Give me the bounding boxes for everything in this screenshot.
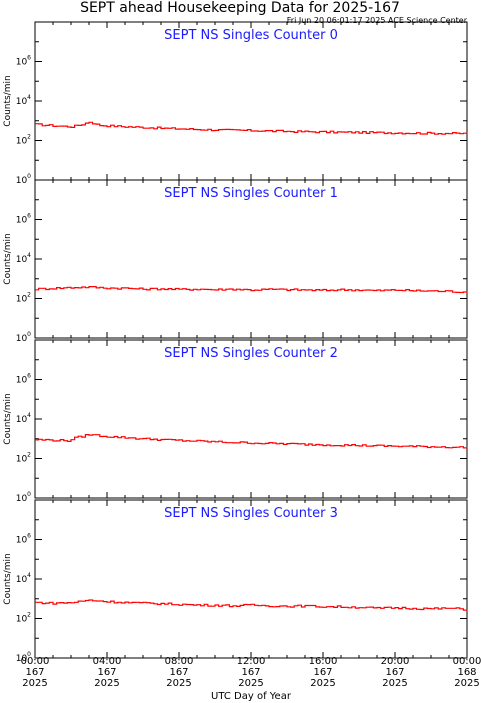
y-tick-label: 102 (16, 452, 31, 465)
y-tick-label: 106 (16, 213, 31, 226)
y-axis-label: Counts/min (3, 75, 13, 126)
series-line (35, 434, 468, 449)
x-tick-label: 2025 (382, 678, 407, 689)
panel-title: SEPT NS Singles Counter 1 (164, 186, 338, 201)
x-tick-label: 08:00 (165, 656, 194, 667)
y-axis-label: Counts/min (3, 233, 13, 284)
chart-title: SEPT ahead Housekeeping Data for 2025-16… (80, 0, 400, 16)
plot-frame (34, 21, 468, 181)
x-tick-label: 167 (169, 667, 188, 678)
plot-frame (34, 339, 468, 499)
y-tick-label: 104 (16, 412, 31, 425)
x-tick-label: 2025 (310, 678, 335, 689)
y-tick-label: 102 (16, 134, 31, 147)
x-tick-label: 16:00 (309, 656, 338, 667)
panel-title: SEPT NS Singles Counter 2 (164, 346, 338, 361)
plot-frame (34, 179, 468, 339)
y-tick-label: 106 (16, 533, 31, 546)
x-tick-label: 2025 (166, 678, 191, 689)
x-tick-label: 167 (25, 667, 44, 678)
y-tick-label: 104 (16, 252, 31, 265)
y-tick-label: 100 (16, 331, 31, 344)
y-axis-label: Counts/min (3, 393, 13, 444)
y-tick-label: 100 (16, 651, 31, 664)
y-tick-label: 106 (16, 55, 31, 68)
x-tick-label: 167 (97, 667, 116, 678)
series-line (35, 286, 468, 294)
x-tick-label: 168 (457, 667, 476, 678)
y-tick-label: 104 (16, 94, 31, 107)
x-tick-label: 04:00 (93, 656, 122, 667)
x-tick-label: 2025 (238, 678, 263, 689)
panel-title: SEPT NS Singles Counter 3 (164, 506, 338, 521)
x-tick-label: 2025 (94, 678, 119, 689)
y-tick-label: 100 (16, 491, 31, 504)
series-line (35, 121, 468, 135)
generation-timestamp: Fri Jun 20 06:01:17 2025 ACE Science Cen… (287, 16, 468, 25)
x-tick-label: 167 (313, 667, 332, 678)
x-tick-label: 12:00 (237, 656, 266, 667)
x-tick-label: 167 (241, 667, 260, 678)
y-axis-label: Counts/min (3, 553, 13, 604)
x-tick-label: 2025 (22, 678, 47, 689)
y-tick-label: 104 (16, 572, 31, 585)
x-tick-label: 00:00 (453, 656, 481, 667)
x-tick-label: 00:00 (21, 656, 50, 667)
plot-frame (34, 499, 468, 659)
x-tick-label: 20:00 (381, 656, 410, 667)
y-tick-label: 102 (16, 612, 31, 625)
y-tick-label: 106 (16, 373, 31, 386)
x-axis-label: UTC Day of Year (211, 691, 292, 702)
x-axis: 00:00167202504:00167202508:00167202512:0… (21, 656, 481, 689)
y-tick-label: 100 (16, 173, 31, 186)
panel-title: SEPT NS Singles Counter 0 (164, 28, 338, 43)
y-tick-label: 102 (16, 292, 31, 305)
x-tick-label: 2025 (454, 678, 479, 689)
series-line (35, 599, 468, 611)
x-tick-label: 167 (385, 667, 404, 678)
